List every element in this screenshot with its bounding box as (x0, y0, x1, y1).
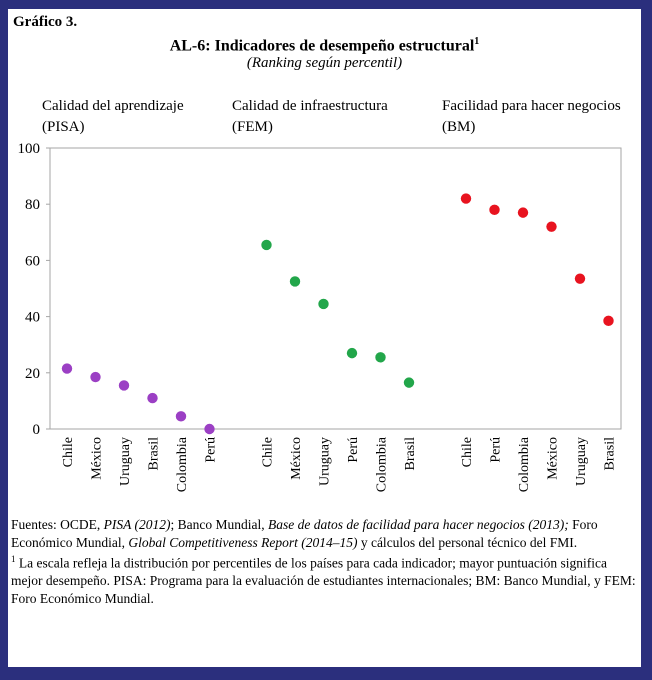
x-tick-label: México (546, 437, 561, 480)
data-point (517, 207, 529, 218)
panel-subtitle: (FEM) (232, 119, 273, 135)
data-point (204, 423, 215, 435)
chart-title-text: AL-6: Indicadores de desempeño estructur… (169, 37, 475, 55)
data-point (175, 411, 187, 422)
x-tick-label: Chile (261, 437, 276, 467)
sources-text-2: ; Banco Mundial, (170, 517, 268, 532)
data-point (261, 239, 272, 251)
y-tick-label: 80 (25, 197, 40, 213)
data-point (489, 204, 500, 216)
data-point (147, 392, 158, 404)
x-tick-label: Uruguay (118, 437, 133, 486)
figure-frame: Gráfico 3. AL-6: Indicadores de desempeñ… (8, 9, 641, 667)
y-tick-label: 100 (18, 141, 41, 157)
panel-title: Facilidad para hacer negocios (442, 98, 621, 114)
x-tick-label: México (289, 437, 304, 480)
data-point (118, 380, 130, 391)
data-point (346, 347, 358, 359)
x-tick-label: Brasil (403, 437, 418, 471)
x-tick-label: Colombia (517, 436, 532, 492)
x-tick-label: Perú (489, 437, 504, 463)
figure-label: Gráfico 3. (13, 14, 78, 30)
plot-area (49, 147, 622, 430)
data-point (460, 193, 472, 204)
data-point (289, 276, 301, 287)
sources-text-3: Foro Económico Mundial, (11, 517, 598, 550)
x-tick-label: Chile (460, 437, 475, 467)
x-tick-label: Brasil (147, 437, 162, 471)
x-tick-label: Uruguay (318, 437, 333, 486)
data-point (318, 298, 329, 310)
scatter-chart: 0 20 40 60 80 100 Calidad del aprendizaje (PISA… (18, 98, 622, 492)
data-point (403, 377, 415, 388)
y-tick-label: 0 (33, 422, 41, 438)
panel-subtitle: (PISA) (42, 119, 85, 135)
y-tick-label: 20 (25, 366, 40, 382)
y-tick-label: 40 (25, 310, 40, 326)
data-point (90, 371, 101, 383)
panel-title: Calidad de infraestructura (232, 98, 388, 114)
panel-title: Calidad del aprendizaje (42, 98, 184, 114)
chart-notes: Fuentes: OCDE, PISA (2012); Banco Mundia… (11, 516, 637, 607)
data-point (574, 273, 586, 284)
sources-pisa: PISA (2012) (103, 517, 171, 532)
x-tick-label: Colombia (375, 436, 390, 492)
data-point (375, 352, 386, 363)
footnote-text: La escala refleja la distribución por pe… (11, 555, 636, 606)
footnote: 1 La escala refleja la distribución por … (11, 551, 637, 607)
sources-gcr: Global Competitiveness Report (2014–15) (128, 534, 358, 550)
x-tick-label: Chile (61, 437, 76, 467)
chart-title-footnote-mark: 1 (474, 36, 480, 47)
chart-subtitle: (Ranking según percentil) (246, 55, 403, 71)
x-tick-label: Perú (346, 437, 361, 463)
x-tick-label: México (90, 437, 105, 480)
sources-text-4: y cálculos del personal técnico del FMI. (357, 534, 578, 550)
sources-doing-business: Base de datos de facilidad para hacer ne… (268, 517, 569, 532)
panel-subtitle: (BM) (442, 119, 475, 135)
x-tick-label: Brasil (603, 437, 618, 471)
data-point (603, 315, 614, 327)
footnote-mark: 1 (11, 554, 16, 564)
x-tick-label: Uruguay (574, 437, 589, 486)
data-point (546, 221, 557, 232)
x-tick-label: Perú (204, 437, 219, 463)
chart-title: AL-6: Indicadores de desempeño estructur… (8, 36, 641, 55)
y-tick-label: 60 (25, 253, 40, 269)
sources-text-1: Fuentes: OCDE, (11, 517, 104, 532)
x-tick-label: Colombia (175, 436, 190, 492)
data-point (61, 363, 73, 374)
sources-note: Fuentes: OCDE, PISA (2012); Banco Mundia… (11, 516, 637, 551)
